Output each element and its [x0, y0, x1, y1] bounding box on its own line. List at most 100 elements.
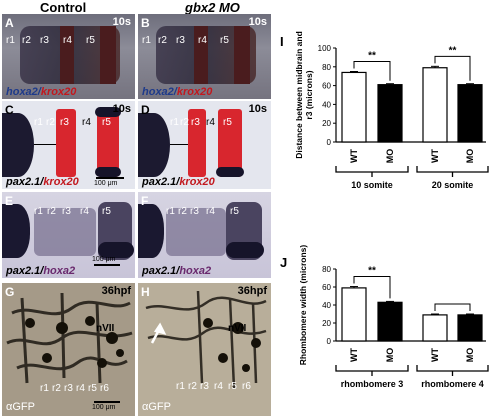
rhombomere-label: r4 [80, 206, 89, 217]
bar [422, 314, 448, 342]
rhombomere-label: r5 [88, 383, 97, 394]
krox20-stripe-r5 [97, 109, 119, 177]
rhombomere-label: r2 [46, 117, 55, 128]
krox20-stripe-dark-bottom [95, 167, 121, 177]
scale-bar [94, 401, 120, 403]
stain-label: αGFP [142, 401, 171, 413]
rhombomere-label: r1 [34, 117, 43, 128]
rhombomere-label: r3 [62, 206, 71, 217]
rhombomere-label: r1 [34, 206, 43, 217]
panel-e: E r1 r2 r3 r4 r5 100 μm pax2.1/hoxa2 [2, 192, 135, 278]
y-axis-label: Rhombomere width (microns) [298, 245, 308, 366]
gfp-neurons-image [6, 292, 133, 384]
y-axis-label-line: r3 (microns) [304, 70, 314, 119]
y-tick-label: 20 [322, 319, 331, 328]
rhombomere-label: r1 [170, 117, 179, 128]
stain-label: pax2.1/hoxa2 [6, 265, 75, 277]
hoxa2-stain [34, 208, 96, 256]
stain-separator: / [176, 176, 180, 188]
stain-krox20: krox20 [40, 86, 77, 98]
significance-label: ** [368, 51, 376, 62]
group-label: 20 somite [432, 180, 474, 190]
stain-label: hoxa2/krox20 [6, 86, 76, 98]
time-label: 10s [248, 16, 267, 28]
rhombomere-label: r2 [188, 381, 197, 392]
y-tick-label: 60 [322, 283, 331, 292]
rhombomere-label: r3 [191, 117, 200, 128]
significance-bracket [353, 276, 391, 299]
panel-g: G 36hpf nVII r1 r2 r3 r4 r5 r6 100 μm αG… [2, 283, 135, 416]
scale-bar-label: 100 μm [92, 404, 116, 411]
bar [341, 287, 367, 342]
y-axis-label-line: Distance between midbrain and [294, 31, 304, 159]
time-label: 10s [112, 103, 131, 115]
rhombomere-label: r1 [176, 381, 185, 392]
rhombomere-label: r6 [100, 383, 109, 394]
rhombomere-label: r4 [82, 117, 91, 128]
krox20-stripe-r3 [60, 26, 74, 84]
panel-label: G [5, 285, 15, 299]
rhombomere-label: r3 [200, 381, 209, 392]
panel-label: J [280, 255, 287, 270]
y-axis-label: Distance between midbrain andr3 (microns… [294, 31, 314, 159]
krox20-stripe-r5 [100, 26, 116, 84]
rhombomere-label: r2 [180, 117, 189, 128]
time-label: 10s [112, 16, 131, 28]
group-label: 10 somite [351, 180, 393, 190]
stain-pax2: pax2.1 [142, 265, 177, 277]
stain-hoxa2: hoxa2 [179, 265, 212, 277]
chart-j: J Rhombomere width (microns) 0 20 40 60 80 WT MO… [280, 245, 489, 389]
category-label: MO [465, 149, 475, 164]
chart-i: I Distance between midbrain andr3 (micron… [280, 31, 489, 190]
group-brace [335, 365, 409, 376]
category-label: MO [385, 348, 395, 363]
rhombomere-label: r3 [40, 35, 49, 46]
stain-separator: / [176, 265, 180, 277]
rhombomere-label: r4 [206, 117, 215, 128]
rhombomere-label: r5 [230, 206, 239, 217]
significance-bracket [353, 61, 391, 81]
panel-a: A 10s r1 r2 r3 r4 r5 hoxa2/krox20 [2, 14, 135, 99]
rhombomere-label: r1 [6, 35, 15, 46]
pax2-stain [2, 113, 34, 177]
y-tick-label: 60 [322, 82, 331, 91]
rhombomere-label: r5 [228, 381, 237, 392]
stain-label: hoxa2/krox20 [142, 86, 212, 98]
time-label: 10s [248, 103, 267, 115]
panel-label: I [280, 34, 284, 49]
rhombomere-label: r3 [60, 117, 69, 128]
rhombomere-label: r5 [102, 206, 111, 217]
rhombomere-label: r5 [102, 117, 111, 128]
nerve-label: nVII [96, 323, 115, 334]
pax2-stain [138, 204, 164, 258]
y-tick-label: 80 [322, 265, 331, 274]
pax2-stain [138, 113, 170, 177]
time-label: 36hpf [237, 285, 267, 297]
rhombomere-label: r3 [64, 383, 73, 394]
panel-label: D [141, 103, 150, 117]
stain-separator: / [173, 86, 177, 98]
stain-label: pax2.1/krox20 [142, 176, 215, 188]
significance-bracket [434, 303, 471, 311]
bar [422, 67, 448, 143]
stain-label: pax2.1/hoxa2 [142, 265, 211, 277]
group-brace [416, 166, 489, 177]
rhombomere-label: r4 [198, 35, 207, 46]
scale-bar-label: 100 μm [92, 256, 116, 263]
y-tick-label: 40 [322, 301, 331, 310]
rhombomere-label: r6 [242, 381, 251, 392]
y-tick-label: 100 [318, 44, 332, 53]
r5-dark [98, 242, 134, 258]
category-label: WT [349, 149, 359, 163]
stain-label: αGFP [6, 401, 35, 413]
y-tick-label: 0 [327, 337, 332, 346]
rhombomere-label: r3 [176, 35, 185, 46]
panel-label: H [141, 285, 150, 299]
stain-hoxa2: hoxa2 [6, 86, 38, 98]
rhombomere-label: r4 [206, 206, 215, 217]
krox20-stripe-dark-top [95, 107, 121, 117]
category-label: WT [349, 348, 359, 362]
panel-h: H 36hpf nVII r1 r2 r3 r4 r5 r6 αGFP [138, 283, 271, 416]
rhombomere-label: r2 [47, 206, 56, 217]
significance-label: ** [368, 266, 376, 277]
